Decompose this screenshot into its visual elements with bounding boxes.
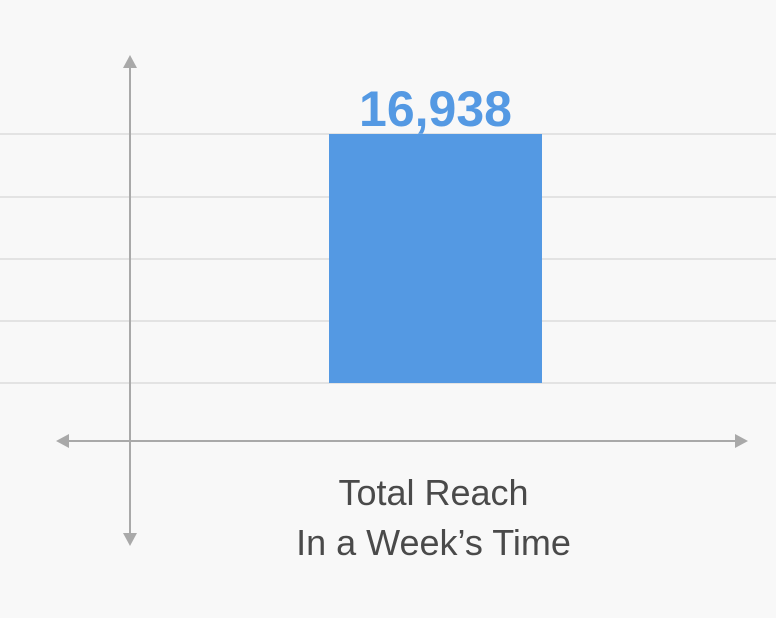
arrow <box>123 533 137 546</box>
bar <box>329 134 542 383</box>
value-label: 16,938 <box>359 81 512 137</box>
category-label: Total Reach <box>338 472 528 513</box>
arrow <box>56 434 69 448</box>
arrow <box>735 434 748 448</box>
arrow <box>123 55 137 68</box>
category-label: In a Week’s Time <box>296 522 571 563</box>
axes <box>56 55 748 546</box>
